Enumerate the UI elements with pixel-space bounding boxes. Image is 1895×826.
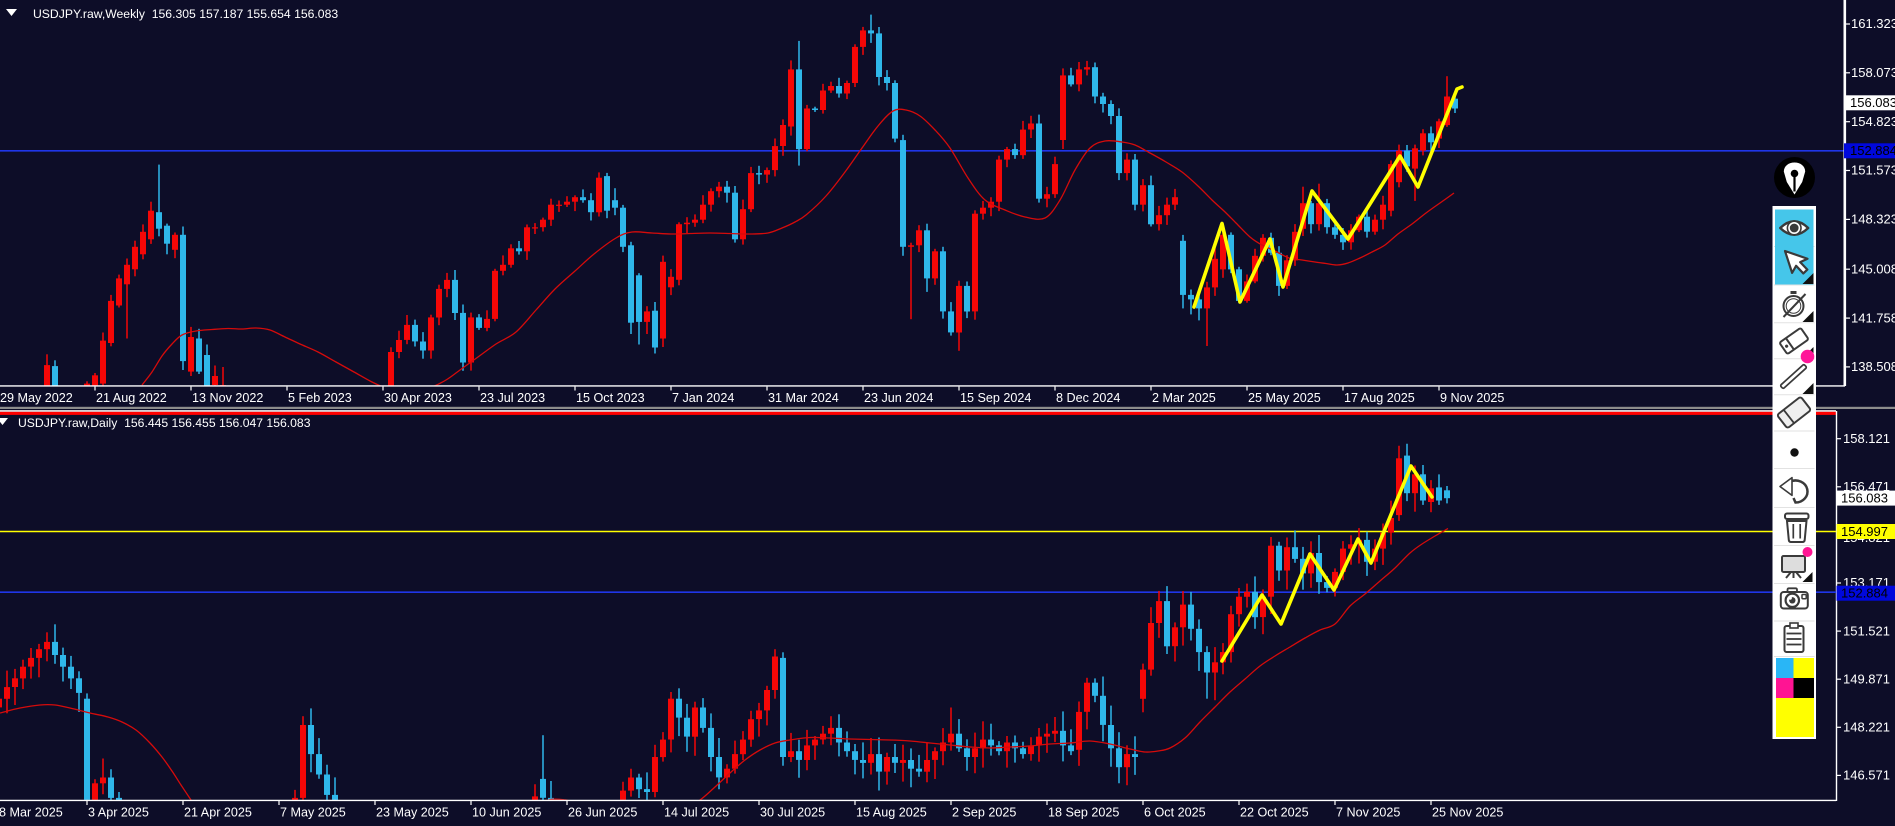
svg-text:148.221: 148.221 bbox=[1843, 720, 1890, 735]
svg-text:5 Feb 2023: 5 Feb 2023 bbox=[288, 391, 352, 405]
svg-text:USDJPY.raw,Weekly 156.305 157: USDJPY.raw,Weekly 156.305 157.187 155.65… bbox=[33, 7, 338, 21]
svg-text:151.573: 151.573 bbox=[1851, 163, 1895, 178]
svg-text:26 Jun 2025: 26 Jun 2025 bbox=[568, 806, 637, 820]
svg-text:154.823: 154.823 bbox=[1851, 114, 1895, 129]
svg-text:23 Jul 2023: 23 Jul 2023 bbox=[480, 391, 545, 405]
svg-text:30 Apr 2023: 30 Apr 2023 bbox=[384, 391, 452, 405]
svg-text:15 Aug 2025: 15 Aug 2025 bbox=[856, 806, 927, 820]
svg-text:2 Sep 2025: 2 Sep 2025 bbox=[952, 806, 1016, 820]
svg-text:158.121: 158.121 bbox=[1843, 431, 1890, 446]
svg-text:145.008: 145.008 bbox=[1851, 261, 1895, 276]
svg-text:15 Sep 2024: 15 Sep 2024 bbox=[960, 391, 1031, 405]
svg-text:138.508: 138.508 bbox=[1851, 359, 1895, 374]
svg-text:7 May 2025: 7 May 2025 bbox=[280, 806, 346, 820]
svg-text:30 Jul 2025: 30 Jul 2025 bbox=[760, 806, 825, 820]
svg-text:21 Aug 2022: 21 Aug 2022 bbox=[96, 391, 167, 405]
svg-text:156.083: 156.083 bbox=[1850, 95, 1895, 110]
svg-text:18 Sep 2025: 18 Sep 2025 bbox=[1048, 806, 1119, 820]
svg-text:USDJPY.raw,Daily 156.445 156.: USDJPY.raw,Daily 156.445 156.455 156.047… bbox=[18, 416, 311, 430]
svg-text:158.073: 158.073 bbox=[1851, 65, 1895, 80]
svg-text:152.884: 152.884 bbox=[1841, 586, 1888, 601]
svg-text:6 Oct 2025: 6 Oct 2025 bbox=[1144, 806, 1206, 820]
svg-text:152.884: 152.884 bbox=[1850, 143, 1895, 158]
svg-text:156.083: 156.083 bbox=[1841, 491, 1888, 506]
svg-text:146.571: 146.571 bbox=[1843, 768, 1890, 783]
svg-text:7 Jan 2024: 7 Jan 2024 bbox=[672, 391, 734, 405]
svg-text:9 Nov 2025: 9 Nov 2025 bbox=[1440, 391, 1504, 405]
svg-text:161.323: 161.323 bbox=[1851, 16, 1895, 31]
svg-text:14 Jul 2025: 14 Jul 2025 bbox=[664, 806, 729, 820]
svg-text:8 Dec 2024: 8 Dec 2024 bbox=[1056, 391, 1120, 405]
svg-text:154.997: 154.997 bbox=[1841, 524, 1888, 539]
svg-text:15 Oct 2023: 15 Oct 2023 bbox=[576, 391, 645, 405]
svg-text:3 Apr 2025: 3 Apr 2025 bbox=[88, 806, 149, 820]
svg-text:23 Jun 2024: 23 Jun 2024 bbox=[864, 391, 933, 405]
svg-text:25 Nov 2025: 25 Nov 2025 bbox=[1432, 806, 1503, 820]
svg-text:7 Nov 2025: 7 Nov 2025 bbox=[1336, 806, 1400, 820]
svg-text:25 May 2025: 25 May 2025 bbox=[1248, 391, 1321, 405]
svg-text:148.323: 148.323 bbox=[1851, 212, 1895, 227]
svg-text:149.871: 149.871 bbox=[1843, 671, 1890, 686]
svg-text:31 Mar 2024: 31 Mar 2024 bbox=[768, 391, 839, 405]
svg-text:156.471: 156.471 bbox=[1843, 479, 1890, 494]
svg-text:2 Mar 2025: 2 Mar 2025 bbox=[1152, 391, 1216, 405]
svg-text:141.758: 141.758 bbox=[1851, 310, 1895, 325]
svg-text:10 Jun 2025: 10 Jun 2025 bbox=[472, 806, 541, 820]
svg-text:18 Mar 2025: 18 Mar 2025 bbox=[0, 806, 63, 820]
svg-text:22 Oct 2025: 22 Oct 2025 bbox=[1240, 806, 1309, 820]
svg-text:21 Apr 2025: 21 Apr 2025 bbox=[184, 806, 252, 820]
svg-text:17 Aug 2025: 17 Aug 2025 bbox=[1344, 391, 1415, 405]
svg-text:29 May 2022: 29 May 2022 bbox=[0, 391, 73, 405]
svg-text:13 Nov 2022: 13 Nov 2022 bbox=[192, 391, 263, 405]
svg-text:23 May 2025: 23 May 2025 bbox=[376, 806, 449, 820]
svg-text:151.521: 151.521 bbox=[1843, 623, 1890, 638]
